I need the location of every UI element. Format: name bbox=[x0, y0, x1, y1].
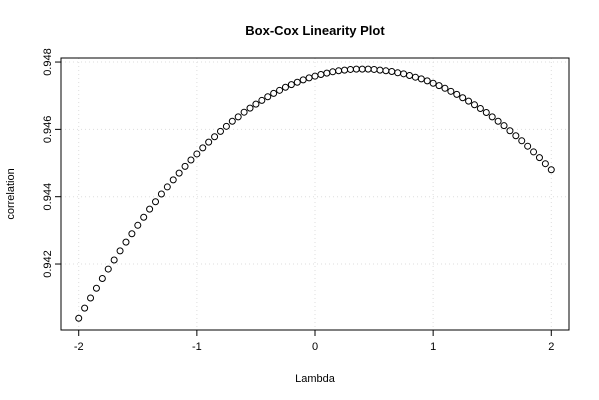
point bbox=[465, 97, 473, 105]
point bbox=[524, 142, 532, 150]
point bbox=[75, 314, 83, 322]
point bbox=[441, 84, 449, 92]
point bbox=[459, 94, 467, 102]
point bbox=[240, 108, 248, 116]
point bbox=[352, 65, 360, 73]
point bbox=[270, 89, 278, 97]
point bbox=[222, 122, 230, 130]
point bbox=[246, 104, 254, 112]
point bbox=[193, 150, 201, 158]
point bbox=[163, 183, 171, 191]
point bbox=[417, 75, 425, 83]
point bbox=[541, 160, 549, 168]
point bbox=[429, 79, 437, 87]
point bbox=[157, 190, 165, 198]
point bbox=[87, 294, 95, 302]
point bbox=[435, 82, 443, 90]
point bbox=[470, 101, 478, 109]
point bbox=[341, 66, 349, 74]
point bbox=[364, 65, 372, 73]
point bbox=[388, 67, 396, 75]
point bbox=[423, 77, 431, 85]
point bbox=[476, 104, 484, 112]
point bbox=[370, 65, 378, 73]
point bbox=[81, 304, 89, 312]
point bbox=[376, 66, 384, 74]
point bbox=[323, 69, 331, 77]
point bbox=[128, 230, 136, 238]
point bbox=[276, 86, 284, 94]
point bbox=[181, 162, 189, 170]
y-axis-label: correlation bbox=[5, 168, 17, 219]
point bbox=[506, 127, 514, 135]
point bbox=[530, 148, 538, 156]
plot-frame bbox=[60, 57, 570, 331]
point bbox=[211, 133, 219, 141]
x-tick-label: 2 bbox=[548, 341, 554, 353]
point bbox=[104, 265, 112, 273]
point bbox=[199, 144, 207, 152]
point bbox=[134, 221, 142, 229]
point bbox=[258, 96, 266, 104]
point bbox=[547, 166, 555, 174]
point bbox=[305, 74, 313, 82]
point bbox=[175, 169, 183, 177]
x-axis-label: Lambda bbox=[295, 373, 336, 385]
point bbox=[317, 70, 325, 78]
y-tick-label: 0.942 bbox=[42, 250, 54, 278]
point bbox=[518, 137, 526, 145]
point bbox=[187, 156, 195, 164]
point bbox=[411, 73, 419, 81]
point bbox=[535, 154, 543, 162]
point bbox=[205, 138, 213, 146]
point bbox=[234, 113, 242, 121]
point bbox=[482, 109, 490, 117]
chart-title: Box-Cox Linearity Plot bbox=[245, 23, 385, 38]
point bbox=[169, 176, 177, 184]
point bbox=[281, 83, 289, 91]
x-tick-label: 1 bbox=[430, 341, 436, 353]
point bbox=[122, 238, 130, 246]
point bbox=[287, 81, 295, 89]
y-tick-label: 0.944 bbox=[42, 183, 54, 211]
point bbox=[252, 100, 260, 108]
y-tick-label: 0.946 bbox=[42, 116, 54, 144]
point bbox=[453, 90, 461, 98]
point bbox=[264, 93, 272, 101]
point bbox=[494, 117, 502, 125]
y-tick-label: 0.948 bbox=[42, 48, 54, 76]
point bbox=[228, 117, 236, 125]
point bbox=[116, 247, 124, 255]
point bbox=[488, 113, 496, 121]
point bbox=[406, 72, 414, 80]
point bbox=[512, 132, 520, 140]
x-tick-label: 0 bbox=[312, 341, 318, 353]
point bbox=[152, 198, 160, 206]
point bbox=[447, 87, 455, 95]
point bbox=[400, 70, 408, 78]
point bbox=[358, 65, 366, 73]
point bbox=[329, 68, 337, 76]
point bbox=[346, 65, 354, 73]
point bbox=[146, 205, 154, 213]
point bbox=[140, 213, 148, 221]
point bbox=[335, 67, 343, 75]
point bbox=[98, 274, 106, 282]
point bbox=[500, 122, 508, 130]
point bbox=[382, 67, 390, 75]
point bbox=[110, 256, 118, 264]
point bbox=[216, 127, 224, 135]
point bbox=[92, 284, 100, 292]
point bbox=[299, 76, 307, 84]
point bbox=[394, 69, 402, 77]
x-tick-label: -2 bbox=[74, 341, 84, 353]
point bbox=[293, 78, 301, 86]
x-tick-label: -1 bbox=[192, 341, 202, 353]
